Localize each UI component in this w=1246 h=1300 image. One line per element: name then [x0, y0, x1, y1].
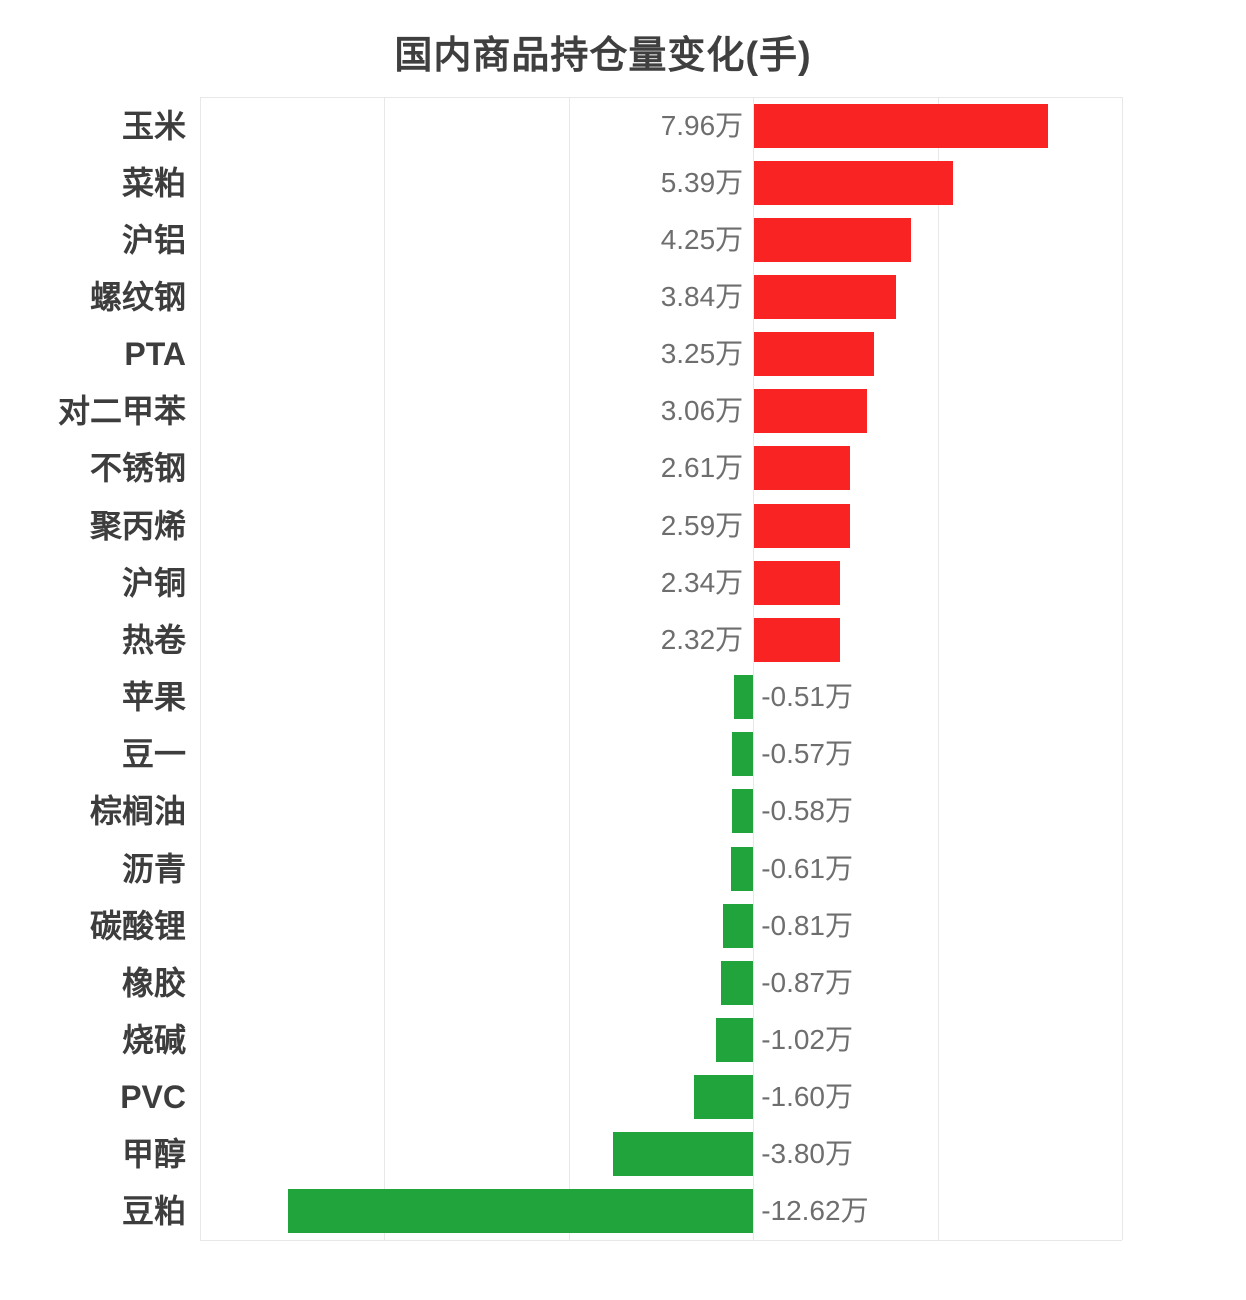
category-label: 烧碱	[121, 1021, 186, 1058]
positive-bar	[754, 389, 868, 434]
value-label: 4.25万	[660, 223, 744, 255]
value-label: -0.51万	[761, 681, 854, 713]
value-label: 3.06万	[660, 395, 744, 427]
positive-bar	[754, 103, 1048, 148]
negative-bar	[723, 903, 754, 948]
positive-bar	[754, 503, 850, 548]
category-label: 热卷	[121, 621, 186, 658]
value-label: -0.58万	[761, 795, 854, 827]
value-label: -0.81万	[761, 909, 854, 941]
value-label: 2.32万	[660, 623, 744, 655]
negative-bar	[730, 846, 754, 891]
value-label: 3.84万	[660, 281, 744, 313]
chart-title: 国内商品持仓量变化(手)	[394, 35, 812, 77]
negative-bar	[732, 732, 754, 777]
positive-bar	[754, 332, 875, 377]
value-label: 3.25万	[660, 338, 744, 370]
plot-border	[200, 1240, 1122, 1241]
positive-bar	[754, 275, 896, 320]
negative-bar	[287, 1189, 754, 1234]
positive-bar	[754, 160, 953, 205]
category-label: 棕榈油	[89, 793, 186, 830]
negative-bar	[734, 675, 754, 720]
category-label: 甲醇	[121, 1136, 186, 1173]
category-label: 碳酸锂	[89, 907, 186, 944]
value-label: 2.34万	[660, 566, 744, 598]
value-label: -1.60万	[761, 1081, 854, 1113]
negative-bar	[715, 1017, 754, 1062]
negative-bar	[694, 1075, 754, 1120]
category-label: 橡胶	[121, 964, 186, 1001]
category-label: PTA	[124, 336, 186, 373]
value-label: -0.57万	[761, 738, 854, 770]
category-label: 不锈钢	[89, 450, 186, 487]
category-label: 沪铜	[121, 564, 186, 601]
value-label: -12.62万	[761, 1195, 869, 1227]
gridline	[1122, 97, 1123, 1240]
category-label: 螺纹钢	[89, 279, 186, 316]
positive-bar	[754, 446, 851, 491]
value-label: -0.61万	[761, 852, 854, 884]
value-label: -3.80万	[761, 1138, 854, 1170]
category-label: 沥青	[121, 850, 186, 887]
category-label: 苹果	[121, 679, 186, 716]
gridline	[200, 97, 201, 1240]
gridline	[568, 97, 570, 1240]
category-label: 玉米	[121, 107, 186, 144]
value-label: 2.59万	[660, 509, 744, 541]
category-label: 豆粕	[121, 1193, 186, 1230]
plot-border	[200, 97, 1122, 98]
negative-bar	[721, 960, 754, 1005]
positive-bar	[754, 560, 841, 605]
category-label: 菜粕	[121, 164, 186, 201]
positive-bar	[754, 217, 911, 262]
category-label: 聚丙烯	[89, 507, 186, 544]
negative-bar	[613, 1132, 754, 1177]
value-label: 7.96万	[660, 109, 744, 141]
gridline	[937, 97, 939, 1240]
value-label: 2.61万	[660, 452, 744, 484]
value-label: -1.02万	[761, 1023, 854, 1055]
category-label: 沪铝	[121, 221, 186, 258]
positive-bar	[754, 617, 840, 662]
value-label: 5.39万	[660, 166, 744, 198]
category-label: 对二甲苯	[57, 393, 186, 430]
gridline	[384, 97, 386, 1240]
category-label: 豆一	[121, 736, 186, 773]
category-label: PVC	[120, 1079, 186, 1116]
value-label: -0.87万	[761, 966, 854, 998]
negative-bar	[731, 789, 754, 834]
gridline	[753, 97, 755, 1240]
